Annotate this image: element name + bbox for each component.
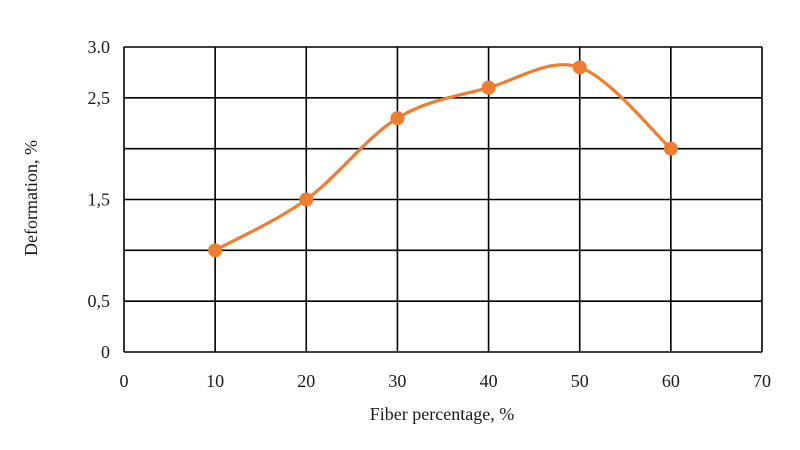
data-point — [299, 192, 314, 207]
x-tick-label: 0 — [120, 371, 129, 391]
y-axis-ticks: 0 0,5 1,5 2,5 3.0 — [88, 37, 111, 362]
y-tick-label: 0,5 — [88, 291, 111, 311]
data-point — [572, 60, 587, 75]
y-tick-label: 1,5 — [88, 190, 111, 210]
x-tick-label: 30 — [388, 371, 406, 391]
data-point — [390, 111, 405, 126]
x-tick-label: 60 — [662, 371, 680, 391]
series-line — [213, 63, 673, 252]
x-tick-label: 40 — [480, 371, 498, 391]
y-tick-label: 3.0 — [88, 37, 111, 57]
x-tick-label: 50 — [571, 371, 589, 391]
y-tick-label: 2,5 — [88, 88, 111, 108]
x-axis-title: Fiber percentage, % — [370, 404, 514, 424]
chart-grid — [123, 46, 763, 353]
x-axis-ticks: 0 10 20 30 40 50 60 70 — [120, 371, 772, 391]
x-tick-label: 70 — [753, 371, 771, 391]
data-point — [481, 80, 496, 95]
y-tick-label: 0 — [101, 342, 110, 362]
chart-series — [208, 60, 678, 258]
data-point — [663, 141, 678, 156]
x-tick-label: 10 — [206, 371, 224, 391]
x-tick-label: 20 — [297, 371, 315, 391]
y-axis-title: Deformation, % — [21, 140, 41, 256]
data-point — [208, 243, 223, 258]
